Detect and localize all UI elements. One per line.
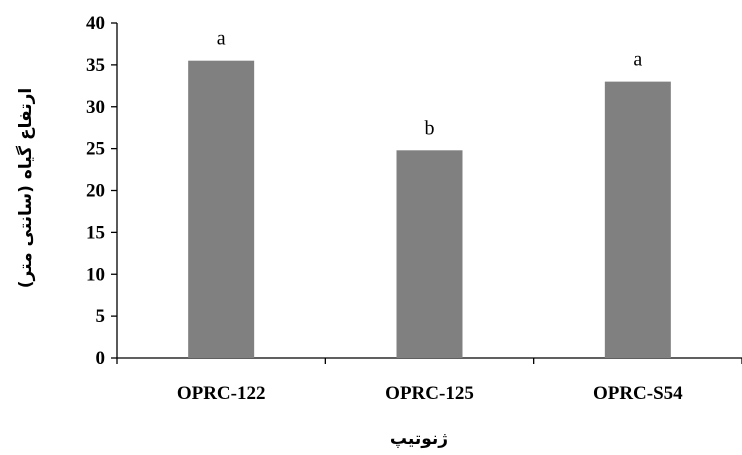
significance-letter: a (633, 49, 642, 71)
y-axis-title: ارتفاع گیاه (سانتی متر) (15, 88, 36, 288)
category-labels: OPRC-122 OPRC-125 OPRC-S54 (177, 383, 683, 404)
significance-letter: b (425, 117, 435, 139)
category-label: OPRC-122 (177, 383, 266, 404)
bar-oprc-125 (396, 150, 463, 358)
bars (188, 60, 671, 358)
y-ticks: 0 5 10 15 20 25 30 35 40 (86, 13, 117, 369)
y-tick-label: 5 (96, 306, 106, 327)
x-ticks (116, 358, 742, 364)
y-tick-label: 40 (86, 13, 105, 34)
y-tick-label: 10 (86, 264, 105, 285)
y-tick-label: 30 (86, 97, 105, 118)
x-axis-title: ژنوتیپ (390, 429, 448, 449)
category-label: OPRC-125 (385, 383, 474, 404)
significance-letters: a b a (217, 28, 643, 140)
significance-letter: a (217, 28, 226, 50)
bar-oprc-s54 (604, 81, 671, 358)
y-tick-label: 15 (86, 222, 105, 243)
bar-oprc-122 (188, 60, 255, 358)
y-tick-label: 0 (96, 348, 106, 369)
category-label: OPRC-S54 (593, 383, 683, 404)
y-tick-label: 20 (86, 181, 105, 202)
y-tick-label: 35 (86, 55, 105, 76)
y-tick-label: 25 (86, 139, 105, 160)
